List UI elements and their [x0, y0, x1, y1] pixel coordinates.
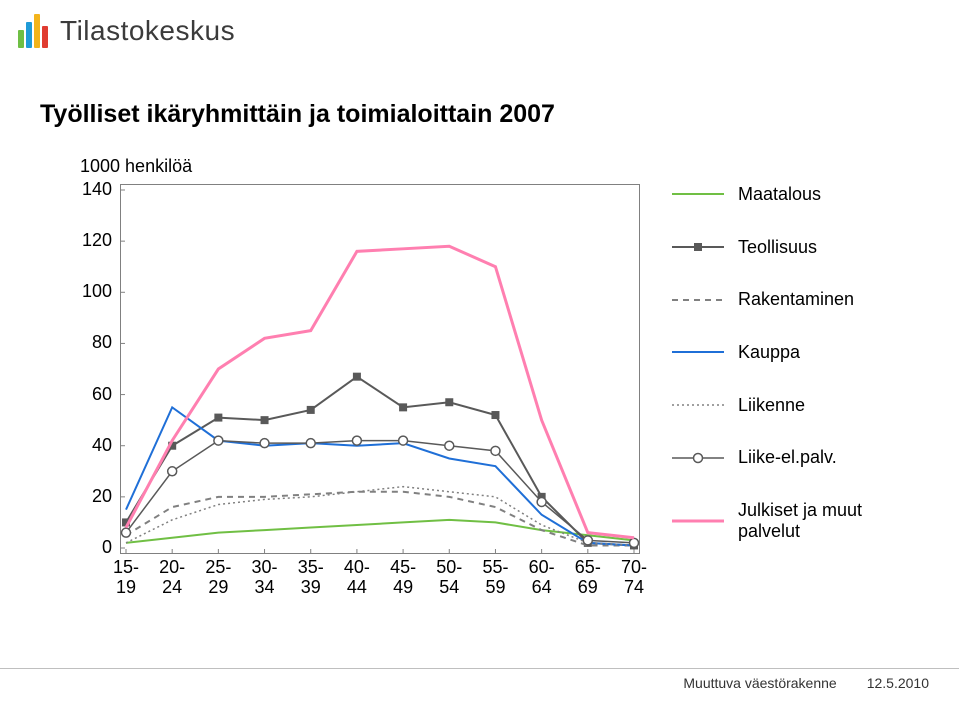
legend-item: Liike-el.palv. — [670, 447, 880, 468]
legend-item: Teollisuus — [670, 237, 880, 258]
y-tick-label: 20 — [52, 486, 112, 507]
series-Rakentaminen — [126, 492, 634, 546]
legend-label: Kauppa — [738, 342, 800, 363]
footer-right: 12.5.2010 — [867, 675, 929, 691]
legend-swatch — [670, 342, 726, 362]
logo-text: Tilastokeskus — [60, 15, 235, 47]
legend: Maatalous Teollisuus Rakentaminen Kauppa Lii… — [670, 184, 880, 574]
y-tick-label: 140 — [52, 179, 112, 200]
x-tick-label: 70- 74 — [614, 558, 654, 598]
legend-label: Julkiset ja muut palvelut — [738, 500, 880, 541]
plot-area — [120, 184, 640, 554]
y-axis-unit: 1000 henkilöä — [80, 156, 192, 177]
series-Kauppa — [126, 407, 634, 545]
y-tick-label: 40 — [52, 435, 112, 456]
legend-label: Liikenne — [738, 395, 805, 416]
legend-item: Kauppa — [670, 342, 880, 363]
legend-swatch — [670, 395, 726, 415]
x-tick-label: 50- 54 — [429, 558, 469, 598]
x-tick-label: 45- 49 — [383, 558, 423, 598]
y-tick-label: 80 — [52, 332, 112, 353]
legend-swatch — [670, 448, 726, 468]
x-tick-label: 60- 64 — [522, 558, 562, 598]
legend-label: Maatalous — [738, 184, 821, 205]
y-tick-label: 100 — [52, 281, 112, 302]
plot-svg — [120, 184, 640, 554]
legend-item: Maatalous — [670, 184, 880, 205]
legend-item: Julkiset ja muut palvelut — [670, 500, 880, 541]
y-tick-label: 120 — [52, 230, 112, 251]
footer: Muuttuva väestörakenne 12.5.2010 — [0, 668, 959, 691]
chart: 1000 henkilöä 020406080100120140 15- 192… — [40, 160, 910, 630]
x-tick-label: 65- 69 — [568, 558, 608, 598]
x-tick-label: 35- 39 — [291, 558, 331, 598]
logo-bars — [18, 14, 50, 48]
legend-item: Rakentaminen — [670, 289, 880, 310]
x-tick-label: 40- 44 — [337, 558, 377, 598]
legend-label: Teollisuus — [738, 237, 817, 258]
page-title: Työlliset ikäryhmittäin ja toimialoittai… — [40, 100, 555, 129]
x-tick-label: 25- 29 — [198, 558, 238, 598]
legend-swatch — [670, 237, 726, 257]
legend-label: Rakentaminen — [738, 289, 854, 310]
x-tick-label: 55- 59 — [475, 558, 515, 598]
x-tick-label: 30- 34 — [245, 558, 285, 598]
legend-swatch — [670, 511, 726, 531]
y-tick-label: 0 — [52, 537, 112, 558]
legend-item: Liikenne — [670, 395, 880, 416]
x-tick-label: 15- 19 — [106, 558, 146, 598]
y-tick-label: 60 — [52, 384, 112, 405]
x-tick-label: 20- 24 — [152, 558, 192, 598]
footer-left: Muuttuva väestörakenne — [683, 675, 836, 691]
legend-swatch — [670, 290, 726, 310]
logo: Tilastokeskus — [18, 14, 235, 48]
legend-swatch — [670, 184, 726, 204]
legend-label: Liike-el.palv. — [738, 447, 837, 468]
